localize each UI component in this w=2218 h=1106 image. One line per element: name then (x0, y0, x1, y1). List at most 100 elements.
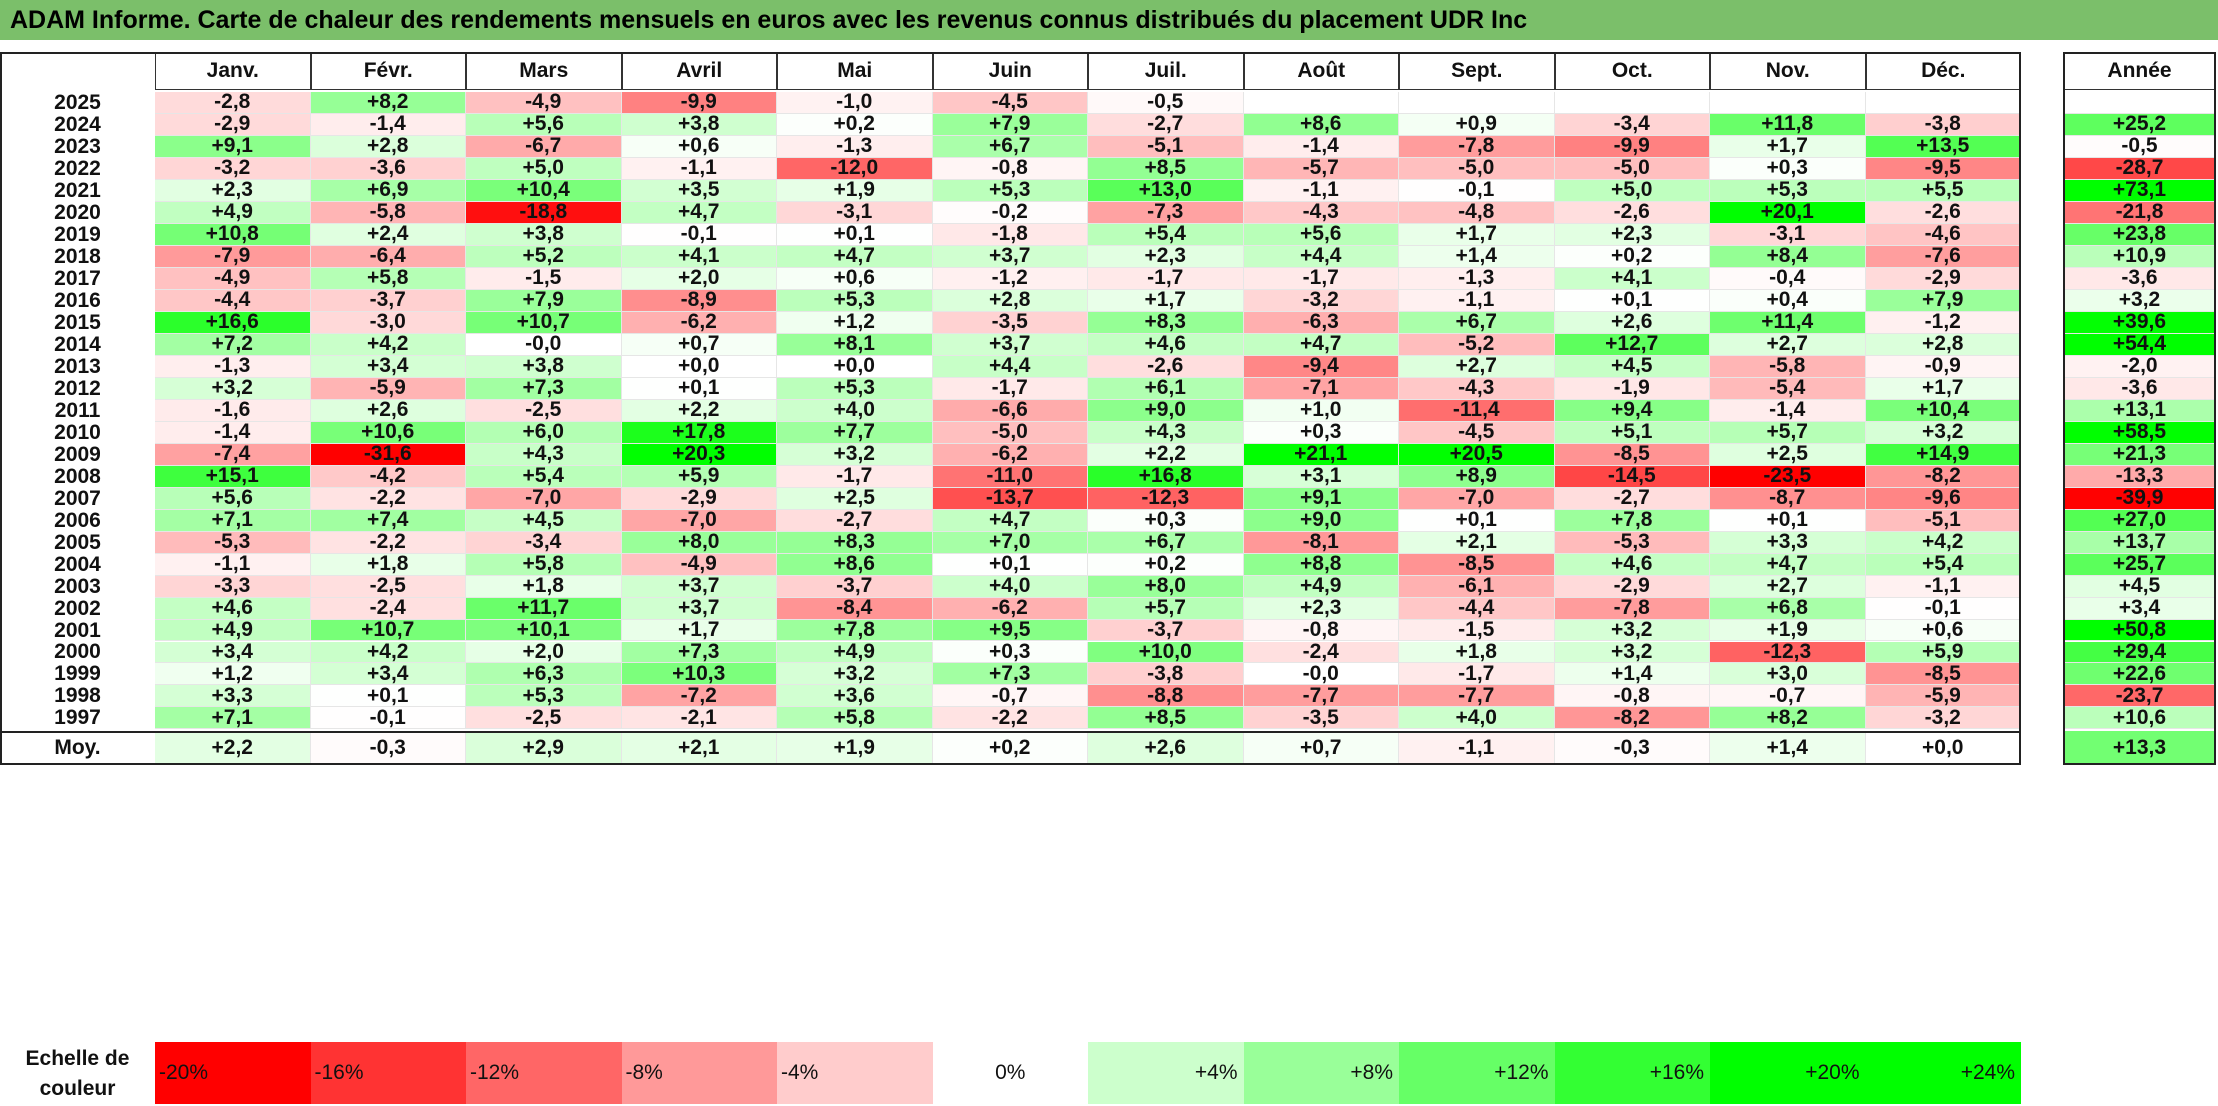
heatmap-cell: +3,7 (621, 574, 777, 598)
heatmap-cell: -1,1 (621, 156, 777, 180)
heatmap-cell: +5,7 (1088, 596, 1244, 620)
heatmap-cell: +4,1 (621, 244, 777, 268)
heatmap-cell: +5,9 (1865, 640, 2021, 664)
heatmap-cell: -2,2 (310, 530, 466, 554)
heatmap-cell: -6,2 (932, 442, 1088, 466)
row-year-label: 2008 (54, 464, 101, 488)
heatmap-cell: -1,2 (1865, 310, 2021, 334)
heatmap-cell: -6,4 (310, 244, 466, 268)
heatmap-cell: +5,1 (1554, 420, 1710, 444)
column-header: Déc. (1865, 52, 2021, 90)
heatmap-cell: -1,4 (1243, 134, 1399, 158)
heatmap-cell: -7,0 (621, 508, 777, 532)
heatmap-cell: -2,2 (310, 486, 466, 510)
heatmap-cell: -4,4 (155, 288, 311, 312)
row-year-label: 2005 (54, 530, 101, 554)
heatmap-cell: -3,8 (1088, 662, 1244, 686)
heatmap-cell: +13,0 (1088, 178, 1244, 202)
heatmap-cell: +8,0 (1088, 574, 1244, 598)
heatmap-cell: +10,4 (1865, 398, 2021, 422)
heatmap-cell: +5,3 (777, 288, 933, 312)
heatmap-cell: +13,5 (1865, 134, 2021, 158)
annual-cell: +25,2 (2063, 112, 2216, 136)
heatmap-cell: +7,7 (777, 420, 933, 444)
average-cell: +2,2 (155, 731, 311, 766)
heatmap-cell: +20,5 (1399, 442, 1555, 466)
heatmap-cell: -18,8 (466, 200, 622, 224)
heatmap-cell: +2,8 (310, 134, 466, 158)
heatmap-cell: +1,0 (1243, 398, 1399, 422)
heatmap-cell: +0,1 (777, 222, 933, 246)
heatmap-cell: +2,8 (932, 288, 1088, 312)
heatmap-cell: +4,6 (1554, 552, 1710, 576)
heatmap-cell: +2,1 (1399, 530, 1555, 554)
heatmap-cell: +3,8 (466, 354, 622, 378)
heatmap-cell: +11,8 (1710, 112, 1866, 136)
heatmap-cell: +5,6 (1243, 222, 1399, 246)
row-year-label: 1997 (54, 706, 101, 730)
heatmap-cell: -5,9 (310, 376, 466, 400)
heatmap-cell: -3,1 (1710, 222, 1866, 246)
heatmap-cell: -5,1 (1088, 134, 1244, 158)
heatmap-cell (1399, 92, 1555, 114)
average-cell: -1,1 (1399, 731, 1555, 766)
heatmap-cell: +4,0 (1399, 706, 1555, 730)
heatmap-cell: -2,5 (466, 398, 622, 422)
heatmap-cell: +7,0 (932, 530, 1088, 554)
annual-cell: +27,0 (2063, 508, 2216, 532)
row-year-label: 2014 (54, 332, 101, 356)
heatmap-cell: -1,1 (155, 552, 311, 576)
heatmap-cell: +10,7 (310, 618, 466, 642)
heatmap-cell: -3,4 (1554, 112, 1710, 136)
row-year-label: 2016 (54, 288, 101, 312)
heatmap-cell: +3,2 (1554, 618, 1710, 642)
annual-cell: +3,4 (2063, 596, 2216, 620)
heatmap-cell: +5,4 (1088, 222, 1244, 246)
heatmap-cell: +1,9 (1710, 618, 1866, 642)
heatmap-cell: +4,3 (466, 442, 622, 466)
heatmap-cell: +16,6 (155, 310, 311, 334)
annual-cell: +10,6 (2063, 706, 2216, 730)
heatmap-cell: -7,7 (1399, 684, 1555, 708)
heatmap-cell: +10,3 (621, 662, 777, 686)
column-header: Mai (777, 52, 933, 90)
heatmap-cell: -12,3 (1088, 486, 1244, 510)
row-year-label: 2012 (54, 376, 101, 400)
heatmap-cell: -7,9 (155, 244, 311, 268)
row-year-label: 2021 (54, 178, 101, 202)
heatmap-cell: +0,1 (621, 376, 777, 400)
heatmap-cell: -7,8 (1399, 134, 1555, 158)
heatmap-cell: +12,7 (1554, 332, 1710, 356)
heatmap-cell: +2,5 (1710, 442, 1866, 466)
heatmap-cell: +3,3 (155, 684, 311, 708)
annual-cell: -28,7 (2063, 156, 2216, 180)
heatmap-cell: +3,2 (777, 442, 933, 466)
heatmap-cell: -0,1 (310, 706, 466, 730)
heatmap-cell: -1,0 (777, 90, 933, 114)
heatmap-cell: -1,1 (1865, 574, 2021, 598)
heatmap-cell: +3,5 (621, 178, 777, 202)
heatmap-cell: +3,2 (155, 376, 311, 400)
heatmap-cell: -3,5 (932, 310, 1088, 334)
annual-cell: +54,4 (2063, 332, 2216, 356)
heatmap-cell: -7,7 (1243, 684, 1399, 708)
heatmap-cell: -0,7 (932, 684, 1088, 708)
heatmap-cell: +8,3 (1088, 310, 1244, 334)
heatmap-cell: -5,0 (932, 420, 1088, 444)
heatmap-cell: +7,2 (155, 332, 311, 356)
heatmap-cell: -8,1 (1243, 530, 1399, 554)
row-year-label: 2023 (54, 134, 101, 158)
heatmap-cell: -5,1 (1865, 508, 2021, 532)
heatmap-cell: -0,8 (932, 156, 1088, 180)
average-cell: +2,9 (466, 731, 622, 766)
heatmap-cell: -12,3 (1710, 640, 1866, 664)
annual-cell: +4,5 (2063, 574, 2216, 598)
annual-column-header: Année (2063, 52, 2216, 90)
column-header: Nov. (1710, 52, 1866, 90)
heatmap-cell: +6,9 (310, 178, 466, 202)
heatmap-cell: +7,9 (932, 112, 1088, 136)
heatmap-cell: -7,0 (466, 486, 622, 510)
heatmap-cell: +3,4 (310, 662, 466, 686)
heatmap-cell: -3,2 (1243, 288, 1399, 312)
average-cell: +1,9 (777, 731, 933, 766)
